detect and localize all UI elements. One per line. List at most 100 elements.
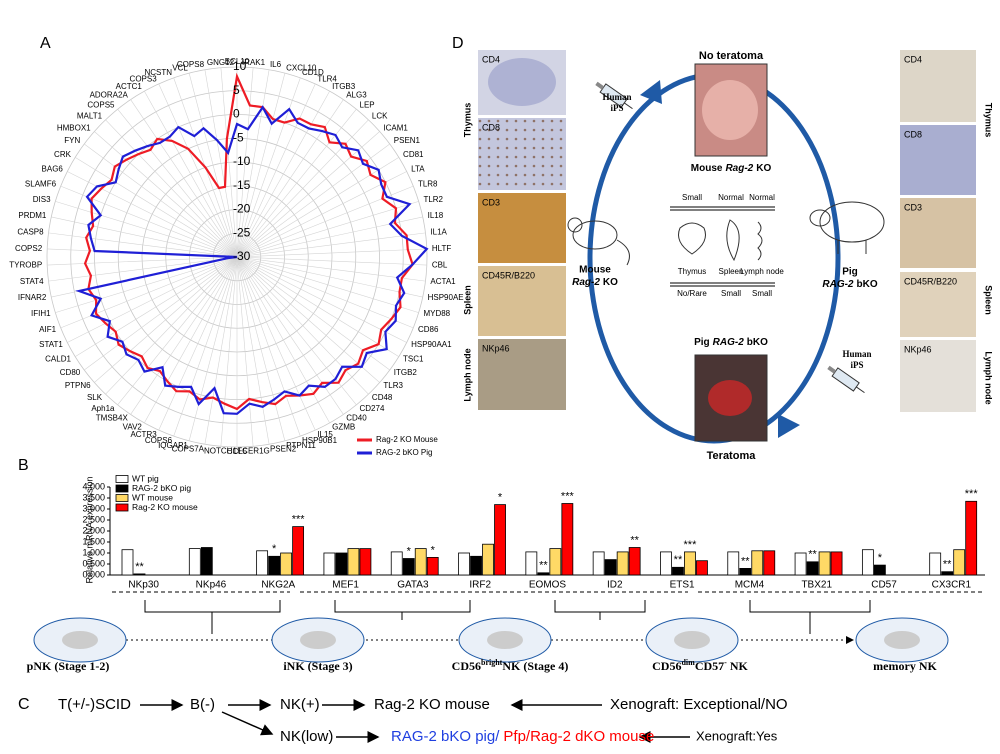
category-label: CASP8 — [17, 227, 44, 236]
category-label: LEP — [360, 100, 375, 109]
bar — [256, 550, 269, 576]
series-line — [83, 72, 414, 411]
category-label: IL18 — [428, 211, 444, 220]
legend-label: WT mouse — [132, 492, 173, 502]
spoke — [188, 256, 238, 441]
spoke — [236, 99, 344, 258]
bar — [268, 555, 281, 576]
category-label: CRK — [54, 150, 72, 159]
spoke — [236, 67, 254, 258]
category-label: NOTCH1 — [204, 446, 237, 455]
spoke — [117, 256, 238, 406]
flow-label-part: Pfp/Rag-2 dKO mouse — [503, 728, 654, 745]
spoke — [48, 232, 238, 258]
tissue-image — [478, 339, 566, 410]
spoke — [236, 171, 407, 258]
stain-label: CD4 — [482, 54, 500, 64]
stage-label: pNK (Stage 1-2) — [27, 659, 110, 673]
flow-label: RAG-2 bKO pig/Pfp/Rag-2 dKO mouse — [391, 728, 654, 745]
category-label: PSEN2 — [270, 444, 297, 453]
spoke — [236, 256, 380, 383]
spoke — [236, 232, 426, 258]
spoke — [236, 77, 301, 258]
bar — [280, 552, 293, 576]
category-label: NCSTN — [144, 68, 172, 77]
significance: * — [431, 544, 436, 556]
significance: ** — [674, 554, 683, 566]
category-label: GZMB — [332, 422, 355, 431]
spoke — [236, 256, 414, 329]
category-label: HSP90AE — [428, 293, 464, 302]
category-label: HMBOX1 — [57, 123, 91, 132]
spoke — [60, 185, 238, 258]
spoke — [236, 90, 330, 258]
spoke — [236, 157, 399, 258]
spoke — [204, 69, 238, 258]
r-tick-label: -20 — [233, 202, 251, 216]
category-label: COPS8 — [177, 60, 205, 69]
stage-label-part: dim — [681, 658, 695, 667]
tissue-image — [900, 272, 976, 337]
organ-label: Lymph node — [462, 348, 472, 401]
category-label: COPS7A — [172, 444, 205, 453]
category-label: COPS6 — [145, 436, 173, 445]
stain-label: NKp46 — [482, 343, 510, 353]
category-label: TLR3 — [383, 381, 403, 390]
significance: ** — [808, 549, 817, 561]
lymph-icon — [757, 221, 763, 261]
model-label: Rag-2 KO — [572, 277, 618, 288]
stage-label-part: memory NK — [873, 659, 937, 673]
x-tick-label: TBX21 — [801, 580, 832, 591]
category-label: CCL5 — [227, 447, 248, 456]
category-label: ITGB3 — [332, 82, 356, 91]
bar — [537, 572, 550, 576]
model-label-part: KO — [603, 277, 618, 288]
tissue-image — [900, 198, 976, 268]
bar — [965, 500, 978, 576]
category-label: CD81 — [403, 150, 424, 159]
spoke — [236, 256, 316, 431]
tissue-image — [478, 266, 566, 336]
bar — [426, 557, 439, 576]
spoke — [47, 256, 238, 266]
schematic-size: Normal — [749, 193, 775, 202]
organ-label: Spleen — [984, 285, 994, 315]
stage-label: CD56brightNK (Stage 4) — [452, 658, 569, 673]
r-tick-label: 10 — [233, 59, 247, 73]
category-label: VAV2 — [123, 422, 143, 431]
organ-label: Spleen — [462, 285, 472, 315]
category-label: CD40 — [346, 414, 367, 423]
spoke — [94, 256, 238, 383]
strain-label: Pig RAG-2 bKO — [694, 337, 768, 348]
r-tick-label: -30 — [233, 249, 251, 263]
syringe — [827, 365, 865, 394]
spoke — [236, 256, 301, 437]
injection-label: Human — [602, 92, 631, 102]
stage-label: memory NK — [873, 659, 937, 673]
legend-label: Rag-2 KO Mouse — [376, 435, 438, 444]
bar — [592, 551, 605, 576]
spoke — [51, 216, 238, 258]
bar — [133, 573, 146, 576]
bar — [628, 547, 641, 576]
spoke — [158, 256, 238, 431]
category-label: TLR2 — [423, 195, 443, 204]
category-label: HSP90B1 — [302, 436, 338, 445]
x-tick-label: NKp30 — [128, 580, 159, 591]
category-label: BAG6 — [42, 164, 64, 173]
spoke — [105, 119, 238, 258]
legend-swatch — [115, 484, 129, 493]
significance: * — [498, 492, 503, 504]
injection-label: iPS — [610, 103, 623, 113]
bar — [390, 551, 403, 576]
bar — [727, 551, 740, 576]
spoke — [236, 256, 419, 313]
strain-label-part: Rag-2 — [725, 163, 753, 174]
category-label: ALG3 — [346, 91, 367, 100]
bar — [359, 548, 372, 576]
organ-label: Thymus — [984, 103, 994, 138]
category-label: COPS3 — [130, 74, 158, 83]
legend-swatch — [115, 503, 129, 512]
category-label: CD274 — [360, 404, 385, 413]
